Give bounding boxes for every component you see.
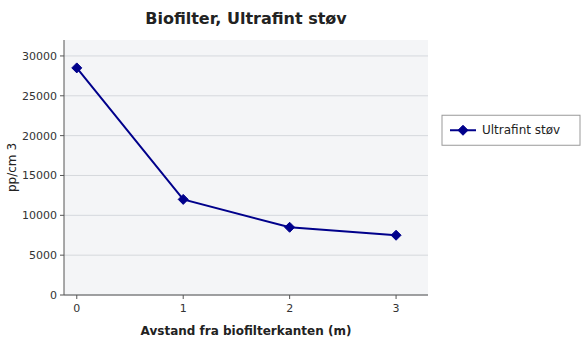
tick-mark xyxy=(76,295,77,299)
grid-line xyxy=(64,255,428,256)
data-point xyxy=(285,222,295,232)
grid-line xyxy=(64,55,428,56)
x-axis: 0 1 2 3 xyxy=(73,295,399,315)
tick-label: 25000 xyxy=(22,90,57,103)
x-axis-line xyxy=(64,295,428,296)
tick-label: 10000 xyxy=(22,209,57,222)
legend-label: Ultrafint støv xyxy=(482,123,560,137)
tick-label: 5000 xyxy=(29,249,57,262)
tick-mark xyxy=(60,175,64,176)
legend-marker xyxy=(458,125,468,135)
tick-mark xyxy=(60,255,64,256)
tick-mark xyxy=(60,95,64,96)
tick-mark xyxy=(396,295,397,299)
chart-container: Biofilter, Ultrafint støv 0 5000 10000 15000… xyxy=(0,0,588,347)
tick-label: 0 xyxy=(50,289,57,302)
data-point xyxy=(72,63,82,73)
tick-label: 20000 xyxy=(22,130,57,143)
tick-label: 15000 xyxy=(22,169,57,182)
y-axis-line xyxy=(64,40,65,295)
grid-line xyxy=(64,295,428,296)
grid-line xyxy=(64,175,428,176)
y-axis-label: pp/cm 3 xyxy=(5,143,19,192)
tick-label: 1 xyxy=(180,302,187,315)
tick-label: 30000 xyxy=(22,50,57,63)
tick-mark xyxy=(60,55,64,56)
plot-background xyxy=(64,40,428,295)
data-point xyxy=(391,230,401,240)
plot-area xyxy=(72,63,401,240)
title: Biofilter, Ultrafint støv xyxy=(145,9,347,28)
legend-frame xyxy=(442,115,580,145)
tick-label: 0 xyxy=(73,302,80,315)
y-axis: 0 5000 10000 15000 20000 25000 30000 xyxy=(22,50,428,302)
data-line xyxy=(77,68,396,235)
tick-mark xyxy=(60,135,64,136)
grid-line xyxy=(64,135,428,136)
tick-mark xyxy=(183,295,184,299)
chart-svg: Biofilter, Ultrafint støv 0 5000 10000 15000… xyxy=(0,0,588,347)
legend: Ultrafint støv xyxy=(442,115,580,145)
tick-label: 3 xyxy=(393,302,400,315)
tick-label: 2 xyxy=(286,302,293,315)
data-point xyxy=(178,194,188,204)
tick-mark xyxy=(289,295,290,299)
grid-line xyxy=(64,95,428,96)
x-axis-label: Avstand fra biofilterkanten (m) xyxy=(141,324,352,338)
tick-mark xyxy=(60,215,64,216)
tick-mark xyxy=(60,295,64,296)
